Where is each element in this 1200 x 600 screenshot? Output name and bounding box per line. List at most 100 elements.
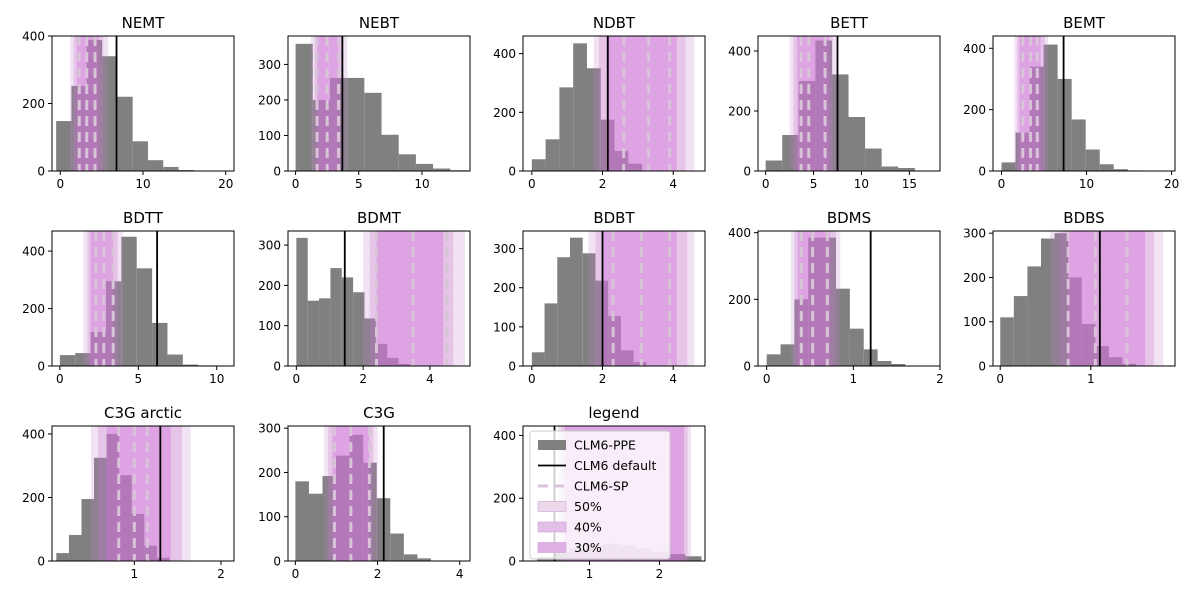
y-tick-label: 400 — [728, 45, 751, 59]
band-b30 — [376, 231, 444, 366]
x-tick-label: 2 — [359, 372, 367, 386]
y-tick-label: 100 — [258, 319, 281, 333]
y-tick-label: 400 — [728, 226, 751, 240]
hist-bar — [330, 268, 342, 366]
hist-bar — [608, 315, 621, 366]
x-tick-label: 1 — [586, 567, 594, 581]
hist-bar — [390, 533, 404, 561]
y-tick-label: 0 — [508, 555, 516, 569]
hist-bar — [94, 457, 107, 561]
y-tick-label: 200 — [493, 492, 516, 506]
y-tick-label: 0 — [508, 360, 516, 374]
hist-bar — [90, 332, 106, 366]
axes-frame — [287, 425, 471, 562]
band-b50 — [790, 231, 841, 366]
hist-bar — [121, 236, 137, 366]
hist-bar — [353, 292, 365, 366]
hist-bar — [1099, 164, 1114, 171]
subplot-c3g: 0 2 4 0 100 200 300 C3G — [258, 404, 471, 581]
y-tick-label: 0 — [37, 360, 45, 374]
x-tick-label: 0 — [293, 372, 301, 386]
hist-bar — [881, 166, 899, 171]
y-tick-label: 200 — [258, 279, 281, 293]
subplot-title: BDTT — [123, 209, 164, 227]
subplot-title: NDBT — [593, 14, 636, 32]
y-tick-label: 400 — [493, 47, 516, 61]
hist-bar — [573, 43, 587, 171]
hist-bar — [295, 43, 313, 171]
x-tick-label: 20 — [1164, 177, 1179, 191]
legend-label: CLM6-SP — [574, 479, 629, 494]
hist-bar — [296, 237, 308, 366]
plot-area — [295, 426, 431, 561]
band-b40 — [1059, 231, 1155, 366]
axes-frame — [757, 35, 941, 172]
hist-bar — [387, 357, 399, 366]
hist-bar — [822, 237, 836, 366]
hist-bar — [620, 350, 634, 366]
hist-bar — [433, 168, 451, 171]
y-tick-label: 400 — [22, 427, 45, 441]
x-tick-label: 10 — [135, 177, 150, 191]
axes-frame — [522, 35, 706, 172]
axes-frame — [522, 425, 706, 562]
y-tick-label: 200 — [258, 466, 281, 480]
y-tick-label: 0 — [743, 360, 751, 374]
hist-bar — [891, 364, 906, 366]
x-tick-label: 4 — [669, 177, 677, 191]
hist-bar — [849, 328, 864, 366]
hist-bar — [559, 87, 574, 171]
y-tick-label: 0 — [978, 165, 986, 179]
hist-bar — [586, 68, 601, 171]
hist-bar — [56, 553, 69, 561]
y-tick-label: 0 — [37, 555, 45, 569]
hist-bar — [1095, 346, 1109, 366]
hist-bar — [1040, 238, 1055, 366]
hist-bar — [765, 160, 783, 171]
hist-bar — [398, 154, 416, 171]
x-tick-label: 0 — [762, 177, 770, 191]
plot-area — [59, 231, 214, 366]
legend-label: 50% — [574, 499, 602, 514]
hist-bar — [545, 139, 560, 171]
band-b50 — [789, 36, 837, 171]
subplot-title: BDBT — [593, 209, 635, 227]
x-tick-label: 2 — [217, 567, 225, 581]
y-tick-label: 100 — [493, 320, 516, 334]
y-tick-label: 200 — [22, 302, 45, 316]
subplot-title: NEMT — [122, 14, 166, 32]
subplot-title: BDMT — [357, 209, 402, 227]
y-tick-label: 200 — [728, 293, 751, 307]
subplot-title: NEBT — [359, 14, 400, 32]
hist-bar — [322, 476, 337, 561]
subplot-title: legend — [588, 404, 639, 422]
hist-bar — [295, 481, 309, 561]
hist-bar — [1085, 149, 1100, 171]
hist-bar — [780, 344, 795, 366]
hist-bar — [59, 355, 76, 366]
hist-bar — [1013, 296, 1028, 366]
band-b30 — [1068, 231, 1146, 366]
y-tick-label: 100 — [258, 510, 281, 524]
x-tick-label: 2 — [599, 372, 607, 386]
y-tick-label: 200 — [22, 491, 45, 505]
x-tick-label: 0 — [292, 567, 300, 581]
y-tick-label: 200 — [493, 106, 516, 120]
hist-bar — [1113, 169, 1128, 171]
axes-frame — [522, 230, 706, 367]
hist-bar — [336, 455, 350, 561]
subplot-bdms: 0 1 2 0 200 400 BDMS — [728, 209, 944, 386]
hist-bar — [898, 168, 915, 171]
hist-bar — [831, 74, 849, 171]
hist-bar — [685, 556, 702, 561]
x-tick-label: 4 — [426, 372, 434, 386]
x-tick-label: 20 — [218, 177, 233, 191]
subplot-c3g-arctic: 1 2 0 200 400 C3G arctic — [22, 404, 235, 581]
band-b40 — [369, 231, 454, 366]
hist-bar — [865, 148, 882, 171]
y-tick-label: 0 — [273, 165, 281, 179]
x-tick-label: 1 — [850, 372, 858, 386]
y-tick-label: 200 — [258, 93, 281, 107]
subplot-bett: 0 5 10 15 0 200 400 BETT — [728, 14, 941, 191]
